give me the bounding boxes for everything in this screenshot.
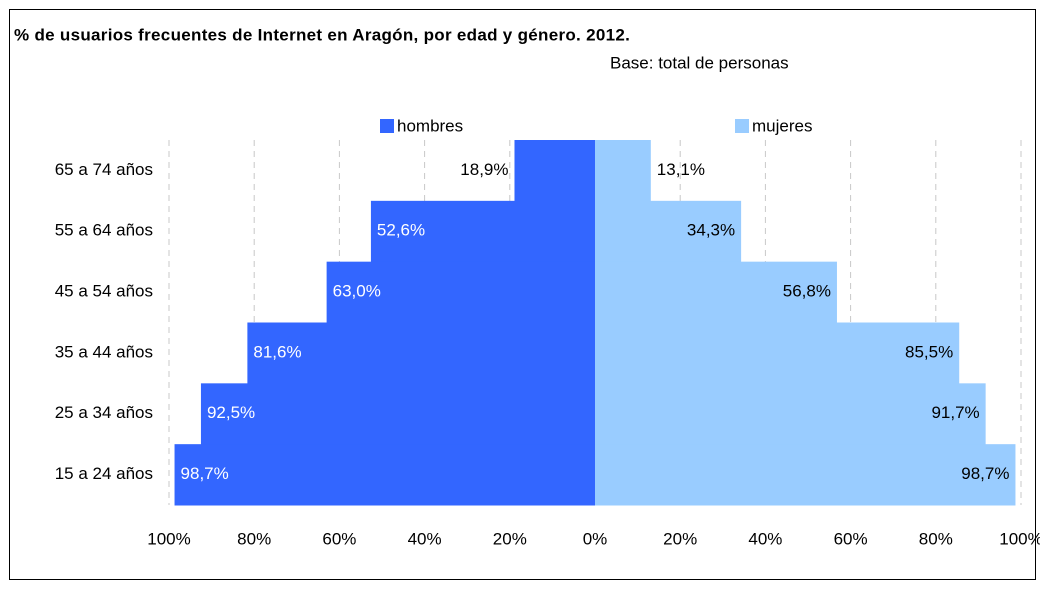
- x-tick-label: 40%: [748, 529, 782, 548]
- data-label: 63,0%: [333, 282, 381, 301]
- data-label: 52,6%: [377, 221, 425, 240]
- legend-swatch: [735, 119, 749, 133]
- y-tick-label: 15 a 24 años: [55, 464, 153, 483]
- bar: [174, 444, 595, 506]
- bar: [200, 383, 595, 445]
- chart-title: % de usuarios frecuentes de Internet en …: [14, 25, 630, 44]
- data-label: 18,9%: [460, 160, 508, 179]
- data-label: 34,3%: [687, 221, 735, 240]
- bar: [595, 444, 1016, 506]
- data-label: 98,7%: [181, 464, 229, 483]
- x-tick-label: 40%: [408, 529, 442, 548]
- y-tick-label: 45 a 54 años: [55, 282, 153, 301]
- bar: [595, 322, 960, 384]
- legend-label: mujeres: [752, 116, 812, 135]
- x-tick-label: 20%: [663, 529, 697, 548]
- x-tick-label: 80%: [919, 529, 953, 548]
- chart-subtitle: Base: total de personas: [610, 53, 789, 72]
- data-label: 85,5%: [905, 342, 953, 361]
- bar: [247, 322, 595, 384]
- y-tick-label: 65 a 74 años: [55, 160, 153, 179]
- x-tick-label: 20%: [493, 529, 527, 548]
- x-tick-label: 80%: [237, 529, 271, 548]
- legend-swatch: [380, 119, 394, 133]
- bar: [595, 140, 651, 202]
- bar: [326, 261, 595, 323]
- x-tick-label: 100%: [147, 529, 190, 548]
- bar: [370, 200, 595, 263]
- y-tick-label: 25 a 34 años: [55, 403, 153, 422]
- x-tick-label: 100%: [999, 529, 1040, 548]
- data-label: 92,5%: [207, 403, 255, 422]
- bar: [595, 383, 986, 445]
- x-tick-label: 0%: [583, 529, 608, 548]
- bar: [514, 140, 595, 202]
- data-label: 98,7%: [961, 464, 1009, 483]
- y-tick-label: 55 a 64 años: [55, 221, 153, 240]
- x-tick-label: 60%: [834, 529, 868, 548]
- legend-label: hombres: [397, 116, 463, 135]
- data-label: 81,6%: [253, 342, 301, 361]
- bar: [595, 200, 742, 263]
- data-label: 56,8%: [783, 282, 831, 301]
- data-label: 91,7%: [931, 403, 979, 422]
- data-label: 13,1%: [657, 160, 705, 179]
- y-tick-label: 35 a 44 años: [55, 342, 153, 361]
- x-tick-label: 60%: [322, 529, 356, 548]
- bar: [595, 261, 837, 323]
